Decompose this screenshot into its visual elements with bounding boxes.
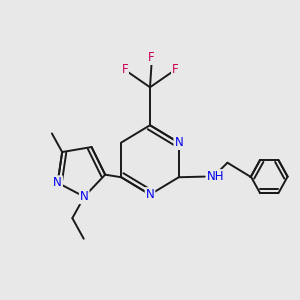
Text: F: F — [148, 51, 155, 64]
Text: N: N — [146, 188, 154, 201]
Text: NH: NH — [207, 170, 225, 183]
Text: F: F — [122, 63, 128, 76]
Text: N: N — [174, 136, 183, 149]
Text: F: F — [172, 63, 178, 76]
Text: N: N — [80, 190, 88, 203]
Text: N: N — [53, 176, 62, 189]
